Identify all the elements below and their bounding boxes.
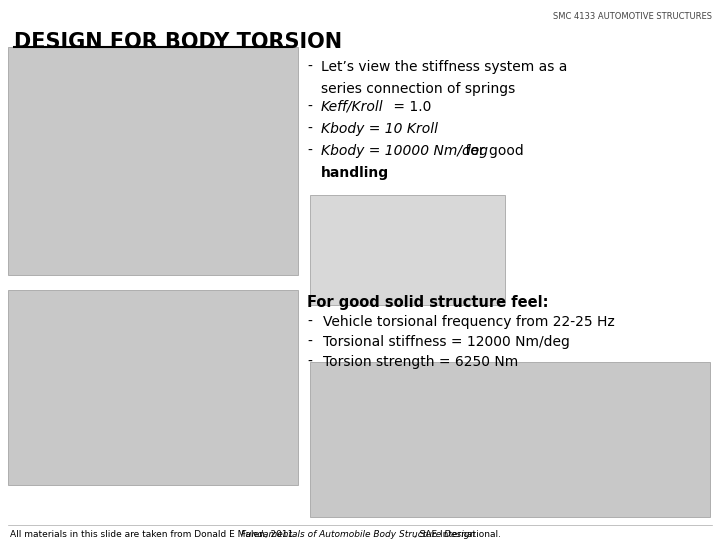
Bar [310, 195, 505, 305]
Text: series connection of springs: series connection of springs [321, 82, 516, 96]
Text: Vehicle torsional frequency from 22-25 Hz: Vehicle torsional frequency from 22-25 H… [323, 315, 615, 329]
Text: Let’s view the stiffness system as a: Let’s view the stiffness system as a [321, 60, 567, 74]
Text: -: - [307, 122, 312, 136]
Text: -: - [307, 100, 312, 114]
Text: Kbody = 10 Kroll: Kbody = 10 Kroll [321, 122, 438, 136]
Text: Torsion strength = 6250 Nm: Torsion strength = 6250 Nm [323, 355, 518, 369]
Text: handling: handling [321, 166, 389, 180]
Bar [8, 47, 298, 275]
Text: -: - [307, 60, 312, 74]
Text: DESIGN FOR BODY TORSION: DESIGN FOR BODY TORSION [14, 32, 342, 52]
Text: Keff/Kroll: Keff/Kroll [321, 100, 384, 114]
Text: Kbody = 10000 Nm/deg: Kbody = 10000 Nm/deg [321, 144, 488, 158]
Text: = 1.0: = 1.0 [389, 100, 431, 114]
Text: All materials in this slide are taken from Donald E Malen, 2011.: All materials in this slide are taken fr… [10, 530, 299, 539]
Text: -: - [307, 355, 312, 369]
Text: -: - [307, 144, 312, 158]
Text: -: - [307, 315, 312, 329]
Bar [8, 290, 298, 485]
Text: for good: for good [461, 144, 523, 158]
Text: SMC 4133 AUTOMOTIVE STRUCTURES: SMC 4133 AUTOMOTIVE STRUCTURES [553, 12, 712, 21]
Text: , SAE International.: , SAE International. [411, 530, 501, 539]
Text: Torsional stiffness = 12000 Nm/deg: Torsional stiffness = 12000 Nm/deg [323, 335, 570, 349]
Text: For good solid structure feel:: For good solid structure feel: [307, 295, 549, 310]
Text: -: - [307, 335, 312, 349]
Text: Fundamentals of Automobile Body Structure Design: Fundamentals of Automobile Body Structur… [240, 530, 475, 539]
Bar [310, 362, 710, 517]
